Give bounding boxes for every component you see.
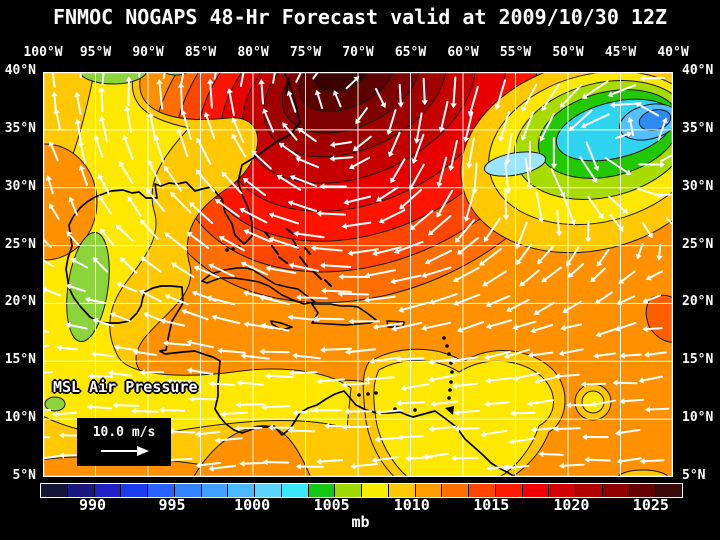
lon-tick-label: 75°W [289,45,322,60]
lat-tick-label: 15°N [682,352,714,368]
colorbar [40,483,683,498]
lat-tick-label: 25°N [682,236,714,252]
lon-tick-label: 45°W [604,45,637,60]
lon-tick-label: 100°W [23,45,63,60]
lon-tick-label: 95°W [79,45,112,60]
lat-tick-label: 35°N [4,120,36,136]
colorbar-tick-label: 1015 [473,496,510,514]
lon-tick-label: 85°W [184,45,217,60]
wind-scale-label: 10.0 m/s [92,425,156,440]
lat-tick-label: 30°N [4,178,36,194]
map-layers [43,72,673,477]
colorbar-segment [94,484,122,497]
lat-tick-label: 20°N [682,294,714,310]
lon-tick-label: 60°W [447,45,479,60]
colorbar-tick-label: 1025 [632,496,669,514]
map-area: MSL Air Pressure 10.0 m/s [43,72,673,477]
island-coastlines [201,267,405,331]
colorbar-segment [148,484,175,497]
colorbar-tick-label: 990 [79,496,107,514]
lat-tick-label: 10°N [682,410,714,426]
colorbar-tick-label: 995 [158,496,186,514]
colorbar-segment [67,484,95,497]
colorbar-unit: mb [351,513,370,531]
wind-arrows [43,72,673,472]
colorbar-segment [549,484,576,497]
lat-tick-label: 25°N [4,236,36,252]
colorbar-segment [255,484,282,497]
wind-scale-arrow-icon [101,446,149,456]
colorbar-segment [442,484,469,497]
lat-tick-label: 30°N [682,178,714,194]
colorbar-segment [362,484,389,497]
colorbar-segment [388,484,416,497]
lon-tick-label: 55°W [499,45,532,60]
colorbar-segment [41,484,68,497]
page-title: FNMOC NOGAPS 48-Hr Forecast valid at 200… [52,5,668,29]
map-border [43,72,673,477]
lon-tick-label: 50°W [552,45,584,60]
wind-scale-box: 10.0 m/s [77,418,171,466]
grid-lines [43,72,673,477]
colorbar-segment [629,484,657,497]
pressure-map [43,72,673,477]
bahamas-islands [264,228,332,287]
lon-tick-label: 65°W [394,45,427,60]
coastlines [65,72,516,477]
lat-tick-label: 40°N [4,63,36,78]
lat-tick-label: 40°N [682,63,714,78]
lon-tick-label: 40°W [657,45,689,60]
colorbar-segment [656,484,682,497]
lat-tick-label: 15°N [4,352,36,368]
colorbar-segment [522,484,550,497]
colorbar-segment [602,484,630,497]
lon-tick-label: 80°W [237,45,269,60]
lat-tick-label: 10°N [4,410,36,426]
lat-tick-label: 5°N [682,467,706,483]
colorbar-tick-label: 1005 [313,496,350,514]
colorbar-segment [228,484,255,497]
colorbar-segment [281,484,309,497]
colorbar-segment [201,484,229,497]
lat-tick-label: 20°N [4,294,36,310]
lat-tick-label: 35°N [682,120,714,136]
mainland-coastline [65,72,516,477]
colorbar-segment [174,484,202,497]
colorbar-segment [495,484,523,497]
colorbar-segment [576,484,603,497]
colorbar-segment [415,484,443,497]
field-label: MSL Air Pressure [53,378,198,396]
lon-tick-label: 90°W [132,45,164,60]
colorbar-segment [469,484,496,497]
colorbar-tick-label: 1020 [553,496,590,514]
colorbar-segment [308,484,336,497]
colorbar-tick-label: 1000 [234,496,271,514]
colorbar-tick-label: 1010 [393,496,430,514]
lon-tick-label: 70°W [342,45,374,60]
colorbar-segment [121,484,148,497]
lat-tick-label: 5°N [12,467,36,483]
colorbar-segment [335,484,362,497]
